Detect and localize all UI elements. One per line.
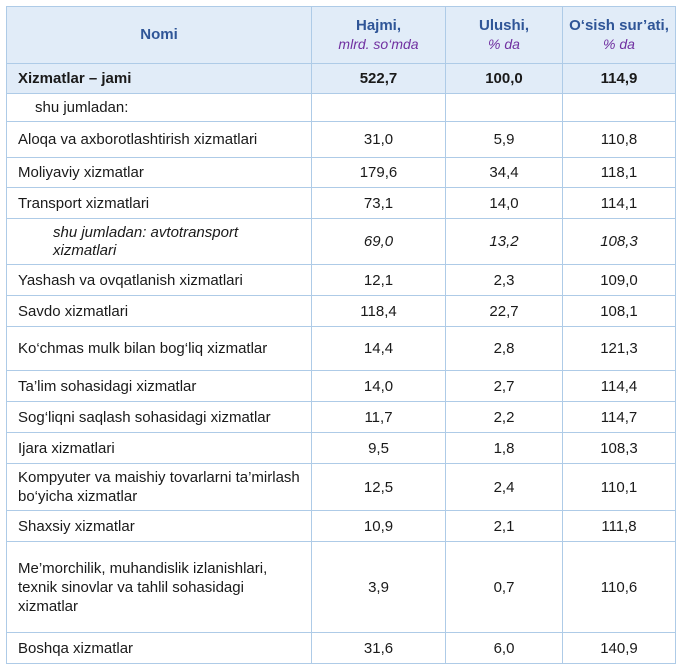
row-growth: 114,1: [562, 187, 676, 219]
row-name: Kompyuter va maishiy tovarlarni ta’mirla…: [6, 463, 312, 511]
row-growth: 121,3: [562, 326, 676, 371]
table-row: Yashash va ovqatlanish xizmatlari 12,1 2…: [6, 264, 676, 296]
row-growth: 108,3: [562, 218, 676, 265]
table-row: Savdo xizmatlari 118,4 22,7 108,1: [6, 295, 676, 327]
row-share: 22,7: [445, 295, 563, 327]
row-volume: 3,9: [311, 541, 446, 633]
row-name: Ijara xizmatlari: [6, 432, 312, 464]
row-name: Ko‘chmas mulk bilan bog‘liq xizmatlar: [6, 326, 312, 371]
empty-cell: [311, 93, 446, 122]
empty-cell: [445, 93, 563, 122]
header-volume-label: Hajmi,: [355, 17, 401, 34]
row-name: Savdo xizmatlari: [6, 295, 312, 327]
header-name: Nomi: [6, 6, 312, 64]
subheading-row: shu jumladan:: [6, 93, 676, 122]
total-growth: 114,9: [562, 63, 676, 94]
table-row: Kompyuter va maishiy tovarlarni ta’mirla…: [6, 463, 676, 511]
row-growth: 108,1: [562, 295, 676, 327]
row-volume: 10,9: [311, 510, 446, 542]
row-volume: 31,0: [311, 121, 446, 158]
row-volume: 69,0: [311, 218, 446, 265]
row-name: Sog‘liqni saqlash sohasidagi xizmatlar: [6, 401, 312, 433]
row-share: 2,7: [445, 370, 563, 402]
row-name: Me’morchilik, muhandislik izlanishlari, …: [6, 541, 312, 633]
header-share-unit: % da: [488, 36, 520, 52]
row-share: 34,4: [445, 157, 563, 188]
total-name: Xizmatlar – jami: [6, 63, 312, 94]
row-growth: 118,1: [562, 157, 676, 188]
row-name: Shaxsiy xizmatlar: [6, 510, 312, 542]
header-row: Nomi Hajmi, mlrd. so‘mda Ulushi, % da O‘…: [6, 6, 676, 64]
row-name: Moliyaviy xizmatlar: [6, 157, 312, 188]
table-row: Ijara xizmatlari 9,5 1,8 108,3: [6, 432, 676, 464]
table-row: Transport xizmatlari 73,1 14,0 114,1: [6, 187, 676, 219]
row-growth: 111,8: [562, 510, 676, 542]
row-share: 1,8: [445, 432, 563, 464]
table-row: Ta’lim sohasidagi xizmatlar 14,0 2,7 114…: [6, 370, 676, 402]
row-volume: 12,5: [311, 463, 446, 511]
table-row: Moliyaviy xizmatlar 179,6 34,4 118,1: [6, 157, 676, 188]
empty-cell: [562, 93, 676, 122]
table-row: Ko‘chmas mulk bilan bog‘liq xizmatlar 14…: [6, 326, 676, 371]
row-volume: 179,6: [311, 157, 446, 188]
row-share: 0,7: [445, 541, 563, 633]
header-growth: O‘sish sur’ati, % da: [562, 6, 676, 64]
table-row: Aloqa va axborotlashtirish xizmatlari 31…: [6, 121, 676, 158]
row-volume: 14,4: [311, 326, 446, 371]
row-growth: 108,3: [562, 432, 676, 464]
header-volume: Hajmi, mlrd. so‘mda: [311, 6, 446, 64]
row-growth: 110,6: [562, 541, 676, 633]
row-name: Aloqa va axborotlashtirish xizmatlari: [6, 121, 312, 158]
header-growth-unit: % da: [603, 35, 635, 52]
row-share: 2,1: [445, 510, 563, 542]
table-row: Me’morchilik, muhandislik izlanishlari, …: [6, 541, 676, 633]
row-volume: 9,5: [311, 432, 446, 464]
total-share: 100,0: [445, 63, 563, 94]
row-name: shu jumladan: avtotransport xizmatlari: [6, 218, 312, 265]
row-volume: 14,0: [311, 370, 446, 402]
row-growth: 114,7: [562, 401, 676, 433]
header-volume-unit: mlrd. so‘mda: [338, 36, 419, 52]
row-share: 5,9: [445, 121, 563, 158]
row-share: 2,8: [445, 326, 563, 371]
header-share-label: Ulushi,: [478, 17, 529, 34]
row-volume: 118,4: [311, 295, 446, 327]
total-row: Xizmatlar – jami 522,7 100,0 114,9: [6, 63, 676, 94]
header-share: Ulushi, % da: [445, 6, 563, 64]
subheading-label: shu jumladan:: [6, 93, 312, 122]
services-table: Nomi Hajmi, mlrd. so‘mda Ulushi, % da O‘…: [6, 6, 676, 664]
row-growth: 114,4: [562, 370, 676, 402]
table-row: Sog‘liqni saqlash sohasidagi xizmatlar 1…: [6, 401, 676, 433]
header-growth-label: O‘sish sur’ati,: [569, 16, 669, 34]
row-growth: 109,0: [562, 264, 676, 296]
row-volume: 11,7: [311, 401, 446, 433]
header-name-label: Nomi: [140, 26, 178, 43]
row-share: 13,2: [445, 218, 563, 265]
row-name: Yashash va ovqatlanish xizmatlari: [6, 264, 312, 296]
total-volume: 522,7: [311, 63, 446, 94]
row-name: Transport xizmatlari: [6, 187, 312, 219]
row-share: 2,3: [445, 264, 563, 296]
row-share: 2,4: [445, 463, 563, 511]
table-row: shu jumladan: avtotransport xizmatlari 6…: [6, 218, 676, 265]
row-growth: 110,1: [562, 463, 676, 511]
row-name: Ta’lim sohasidagi xizmatlar: [6, 370, 312, 402]
row-share: 2,2: [445, 401, 563, 433]
row-volume: 73,1: [311, 187, 446, 219]
row-growth: 110,8: [562, 121, 676, 158]
row-volume: 12,1: [311, 264, 446, 296]
row-share: 14,0: [445, 187, 563, 219]
table-row: Shaxsiy xizmatlar 10,9 2,1 111,8: [6, 510, 676, 542]
